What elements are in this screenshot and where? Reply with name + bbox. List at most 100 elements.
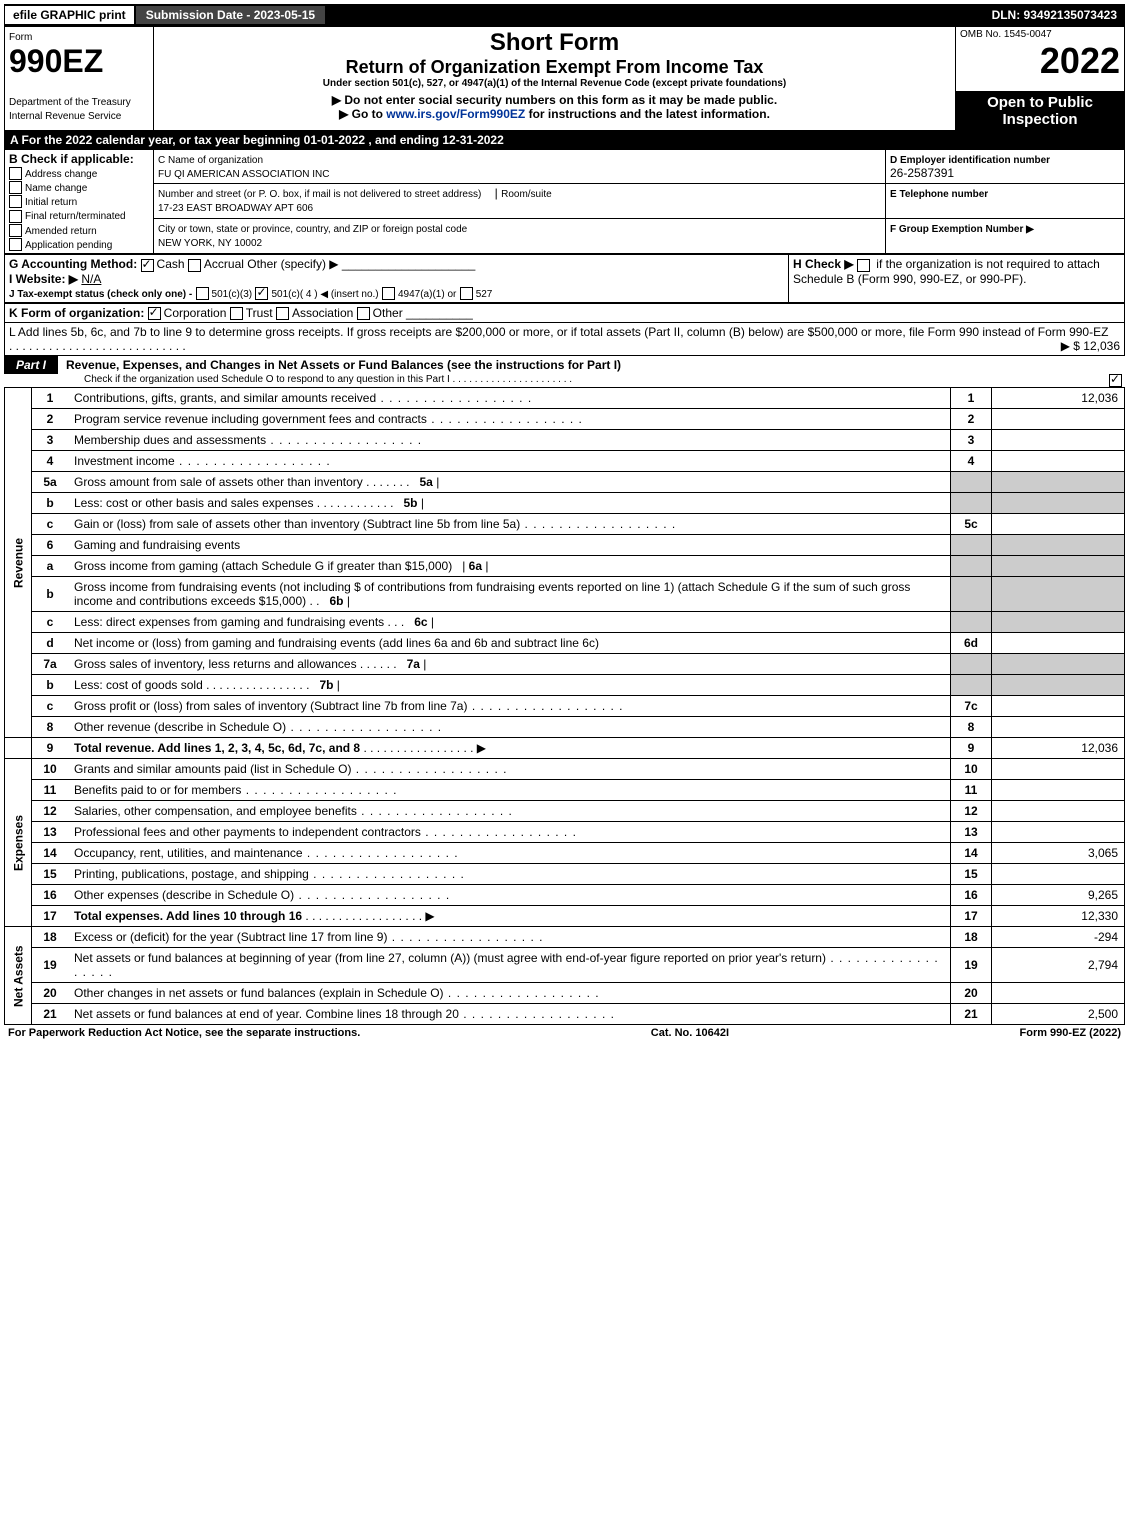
- part1-label: Part I: [4, 356, 58, 374]
- checkbox-final[interactable]: [9, 210, 22, 223]
- paperwork-notice: For Paperwork Reduction Act Notice, see …: [8, 1027, 360, 1039]
- efile-print-button[interactable]: efile GRAPHIC print: [5, 6, 134, 24]
- g-h-section: G Accounting Method: Cash Accrual Other …: [4, 254, 1125, 303]
- under-section: Under section 501(c), 527, or 4947(a)(1)…: [158, 78, 951, 89]
- k-label: K Form of organization:: [9, 306, 144, 320]
- checkbox-4947[interactable]: [382, 287, 395, 300]
- line-19-amt: 2,794: [992, 948, 1125, 983]
- line-18-amt: -294: [992, 927, 1125, 948]
- org-name: FU QI AMERICAN ASSOCIATION INC: [158, 169, 330, 180]
- line-8: Other revenue (describe in Schedule O): [68, 717, 951, 738]
- line-6c: Less: direct expenses from gaming and fu…: [74, 615, 384, 629]
- part1-title: Revenue, Expenses, and Changes in Net As…: [66, 358, 621, 372]
- omb: OMB No. 1545-0047: [960, 29, 1120, 40]
- org-info-table: B Check if applicable: Address change Na…: [4, 149, 1125, 255]
- checkbox-527[interactable]: [460, 287, 473, 300]
- dln: DLN: 93492135073423: [984, 6, 1125, 24]
- i-website-label: I Website: ▶: [9, 272, 78, 286]
- line-13: Professional fees and other payments to …: [68, 822, 951, 843]
- street-label: Number and street (or P. O. box, if mail…: [158, 189, 481, 200]
- line-10: Grants and similar amounts paid (list in…: [68, 759, 951, 780]
- line-5c: Gain or (loss) from sale of assets other…: [68, 514, 951, 535]
- room-label: Room/suite: [501, 189, 552, 200]
- line-6b: Gross income from fundraising events (no…: [74, 580, 910, 608]
- checkbox-accrual[interactable]: [188, 259, 201, 272]
- goto-link[interactable]: ▶ Go to www.irs.gov/Form990EZ for instru…: [158, 107, 951, 121]
- line-20: Other changes in net assets or fund bala…: [68, 983, 951, 1004]
- checkbox-amended[interactable]: [9, 224, 22, 237]
- form-header-table: Form 990EZ Department of the Treasury In…: [4, 26, 1125, 131]
- line-3: Membership dues and assessments: [68, 430, 951, 451]
- checkbox-part1-schedo[interactable]: [1109, 374, 1122, 387]
- h-label: H Check ▶: [793, 257, 854, 271]
- line-4: Investment income: [68, 451, 951, 472]
- checkbox-address[interactable]: [9, 167, 22, 180]
- line-7a: Gross sales of inventory, less returns a…: [74, 657, 357, 671]
- line-14: Occupancy, rent, utilities, and maintena…: [68, 843, 951, 864]
- line-17-amt: 12,330: [992, 906, 1125, 927]
- part1-header: Part I Revenue, Expenses, and Changes in…: [4, 356, 1125, 374]
- netassets-vlabel: Net Assets: [5, 927, 32, 1025]
- line-14-amt: 3,065: [992, 843, 1125, 864]
- page-footer: For Paperwork Reduction Act Notice, see …: [4, 1025, 1125, 1041]
- b-label: B Check if applicable:: [9, 152, 134, 166]
- line-11: Benefits paid to or for members: [68, 780, 951, 801]
- c-name-label: C Name of organization: [158, 155, 263, 166]
- form-footer: Form 990-EZ (2022): [1020, 1027, 1121, 1039]
- city-label: City or town, state or province, country…: [158, 224, 467, 235]
- line-16-amt: 9,265: [992, 885, 1125, 906]
- form-subtitle: Return of Organization Exempt From Incom…: [158, 57, 951, 78]
- line-15: Printing, publications, postage, and shi…: [68, 864, 951, 885]
- checkbox-initial[interactable]: [9, 195, 22, 208]
- top-bar: efile GRAPHIC print Submission Date - 20…: [4, 4, 1125, 26]
- cat-no: Cat. No. 10642I: [651, 1027, 729, 1039]
- lines-table: Revenue 1Contributions, gifts, grants, a…: [4, 387, 1125, 1025]
- checkbox-pending[interactable]: [9, 238, 22, 251]
- line-9: Total revenue. Add lines 1, 2, 3, 4, 5c,…: [74, 741, 360, 755]
- form-number: 990EZ: [9, 43, 103, 79]
- line-17: Total expenses. Add lines 10 through 16: [74, 909, 302, 923]
- city: NEW YORK, NY 10002: [158, 238, 262, 249]
- line-19: Net assets or fund balances at beginning…: [68, 948, 951, 983]
- line-6: Gaming and fundraising events: [68, 535, 951, 556]
- checkbox-corp[interactable]: [148, 307, 161, 320]
- l-value: ▶ $ 12,036: [1061, 339, 1120, 353]
- line-21: Net assets or fund balances at end of ye…: [68, 1004, 951, 1025]
- checkbox-assoc[interactable]: [276, 307, 289, 320]
- line-7c: Gross profit or (loss) from sales of inv…: [68, 696, 951, 717]
- checkbox-name[interactable]: [9, 181, 22, 194]
- checkbox-501c3[interactable]: [196, 287, 209, 300]
- revenue-vlabel: Revenue: [5, 388, 32, 738]
- l-text: L Add lines 5b, 6c, and 7b to line 9 to …: [9, 325, 1108, 339]
- ssn-warning: ▶ Do not enter social security numbers o…: [158, 93, 951, 107]
- section-a: A For the 2022 calendar year, or tax yea…: [4, 131, 1125, 149]
- line-21-amt: 2,500: [992, 1004, 1125, 1025]
- checkbox-501c[interactable]: [255, 287, 268, 300]
- checkbox-h[interactable]: [857, 259, 870, 272]
- d-ein-label: D Employer identification number: [890, 155, 1050, 166]
- part1-check: Check if the organization used Schedule …: [84, 374, 450, 385]
- website: N/A: [81, 272, 101, 286]
- form-title: Short Form: [158, 29, 951, 57]
- form-label: Form: [9, 32, 32, 43]
- checkbox-trust[interactable]: [230, 307, 243, 320]
- g-label: G Accounting Method:: [9, 257, 137, 271]
- line-6d: Net income or (loss) from gaming and fun…: [68, 633, 951, 654]
- line-6a: Gross income from gaming (attach Schedul…: [74, 559, 452, 573]
- line-1: Contributions, gifts, grants, and simila…: [68, 388, 951, 409]
- f-group-label: F Group Exemption Number ▶: [890, 224, 1034, 235]
- open-to-public: Open to Public Inspection: [956, 91, 1125, 130]
- checkbox-other-org[interactable]: [357, 307, 370, 320]
- checkbox-cash[interactable]: [141, 259, 154, 272]
- line-2: Program service revenue including govern…: [68, 409, 951, 430]
- irs: Internal Revenue Service: [9, 111, 121, 122]
- line-1-amt: 12,036: [992, 388, 1125, 409]
- submission-date: Submission Date - 2023-05-15: [136, 6, 325, 24]
- tax-year: 2022: [960, 40, 1120, 82]
- line-9-amt: 12,036: [992, 738, 1125, 759]
- line-18: Excess or (deficit) for the year (Subtra…: [68, 927, 951, 948]
- line-7b: Less: cost of goods sold: [74, 678, 203, 692]
- dept-treasury: Department of the Treasury: [9, 97, 131, 108]
- expenses-vlabel: Expenses: [5, 759, 32, 927]
- line-12: Salaries, other compensation, and employ…: [68, 801, 951, 822]
